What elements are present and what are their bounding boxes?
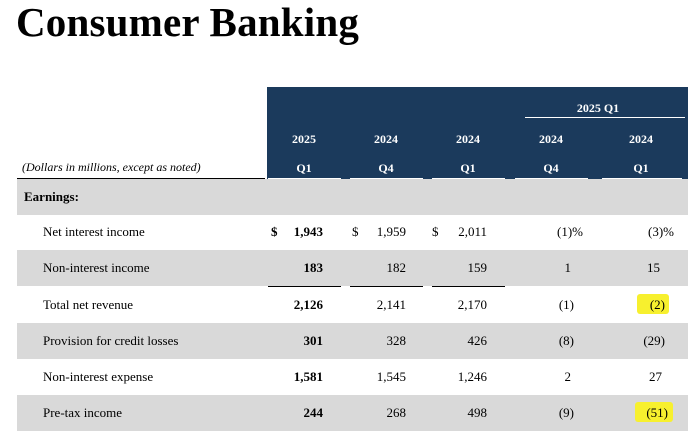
cell-c5: (29) bbox=[643, 333, 665, 348]
cell-c1: 2,126 bbox=[293, 297, 323, 312]
cell-c1: 1,943 bbox=[293, 224, 323, 239]
section-row: Earnings: bbox=[17, 179, 688, 215]
table-row: Pre-tax income 244 268 498 (9) (51) bbox=[17, 395, 688, 431]
col3-year: 2024 bbox=[456, 132, 480, 146]
cell-c4: (1) bbox=[558, 297, 574, 312]
cell-c4: (9) bbox=[558, 405, 574, 420]
cell-c1: 301 bbox=[303, 333, 324, 348]
cell-c3: 1,246 bbox=[457, 369, 487, 384]
table-row: Non-interest expense 1,581 1,545 1,246 2… bbox=[17, 359, 688, 395]
cell-c2: 182 bbox=[386, 260, 407, 275]
cell-c5: (2) bbox=[649, 297, 665, 312]
row-label: Total net revenue bbox=[43, 297, 134, 312]
subtotal-rule-c1 bbox=[268, 286, 341, 287]
units-note: (Dollars in millions, except as noted) bbox=[22, 160, 201, 174]
cell-c2: 1,545 bbox=[376, 369, 406, 384]
col3-underline bbox=[432, 178, 505, 179]
col4-year: 2024 bbox=[539, 132, 563, 146]
highlight-mark bbox=[637, 294, 669, 314]
col2-year: 2024 bbox=[374, 132, 398, 146]
highlight-mark bbox=[635, 402, 673, 422]
cell-c3: 2,170 bbox=[457, 297, 487, 312]
cell-c4: 1 bbox=[564, 260, 572, 275]
cell-c5: 15 bbox=[647, 260, 660, 275]
row-label: Non-interest expense bbox=[43, 369, 154, 384]
col2-underline bbox=[350, 178, 423, 179]
subtotal-rule-c3 bbox=[432, 286, 505, 287]
col4-underline bbox=[515, 178, 588, 179]
group-header-underline bbox=[525, 117, 685, 118]
cell-c1: 244 bbox=[303, 405, 324, 420]
cell-c5: (3)% bbox=[648, 224, 674, 239]
row-label: Provision for credit losses bbox=[43, 333, 179, 348]
table-header-band bbox=[267, 87, 688, 179]
cell-c1: 1,581 bbox=[293, 369, 323, 384]
cell-c3: 498 bbox=[467, 405, 488, 420]
col5-year: 2024 bbox=[629, 132, 653, 146]
col3-quarter: Q1 bbox=[460, 161, 476, 175]
cell-c2: 1,959 bbox=[376, 224, 406, 239]
section-label: Earnings: bbox=[24, 189, 79, 204]
col5-quarter: Q1 bbox=[633, 161, 649, 175]
table-row: Net interest income $ 1,943 $ 1,959 $ 2,… bbox=[17, 214, 688, 250]
table-row: Total net revenue 2,126 2,141 2,170 (1) … bbox=[17, 287, 688, 323]
row-label: Net interest income bbox=[43, 224, 145, 239]
cell-c1: 183 bbox=[303, 260, 324, 275]
cell-c2: 2,141 bbox=[376, 297, 406, 312]
row-label: Pre-tax income bbox=[43, 405, 123, 420]
subtotal-rule-c2 bbox=[350, 286, 423, 287]
col2-quarter: Q4 bbox=[378, 161, 394, 175]
note-underline bbox=[17, 178, 265, 179]
group-header: 2025 Q1 bbox=[576, 101, 620, 115]
col1-underline bbox=[268, 178, 341, 179]
cell-c2: 328 bbox=[386, 333, 407, 348]
dollar-sign: $ bbox=[352, 224, 359, 239]
cell-c4: (1)% bbox=[557, 224, 583, 239]
dollar-sign: $ bbox=[271, 224, 278, 239]
cell-c5: (51) bbox=[646, 405, 668, 420]
cell-c2: 268 bbox=[386, 405, 407, 420]
cell-c3: 159 bbox=[467, 260, 488, 275]
table-row: Provision for credit losses 301 328 426 … bbox=[17, 323, 688, 359]
cell-c3: 426 bbox=[467, 333, 488, 348]
row-label: Non-interest income bbox=[43, 260, 150, 275]
cell-c4: 2 bbox=[564, 369, 572, 384]
col5-underline bbox=[602, 178, 682, 179]
cell-c4: (8) bbox=[558, 333, 574, 348]
cell-c5: 27 bbox=[649, 369, 662, 384]
dollar-sign: $ bbox=[432, 224, 439, 239]
cell-c3: 2,011 bbox=[458, 224, 487, 239]
table-row: Non-interest income 183 182 159 1 15 bbox=[17, 250, 688, 286]
col1-quarter: Q1 bbox=[296, 161, 312, 175]
col4-quarter: Q4 bbox=[543, 161, 559, 175]
page-title: Consumer Banking bbox=[16, 0, 360, 45]
col1-year: 2025 bbox=[292, 132, 316, 146]
